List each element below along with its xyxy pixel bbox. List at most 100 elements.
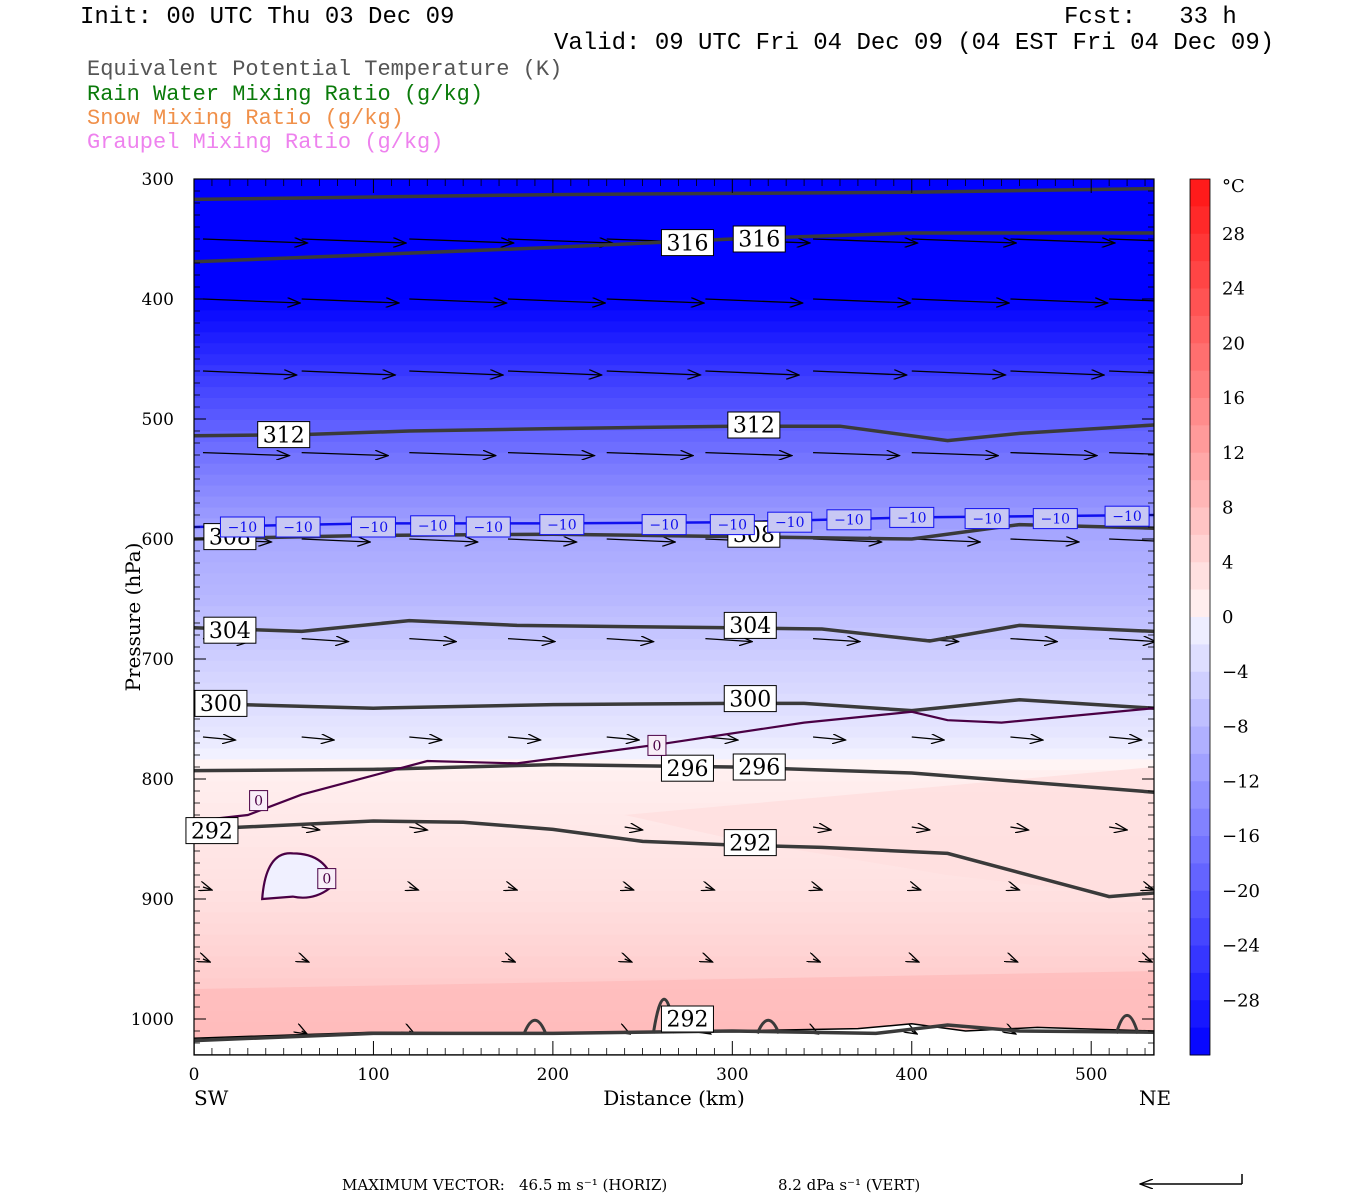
temperature-band xyxy=(194,704,1154,717)
temperature-band xyxy=(194,846,1154,859)
temperature-band xyxy=(194,890,1154,903)
temperature-band xyxy=(194,595,1154,607)
temperature-band xyxy=(194,868,1154,881)
theta-e-label-box xyxy=(723,829,777,857)
wind-vector xyxy=(606,539,675,542)
wind-vector xyxy=(301,371,396,375)
colorbar-segment xyxy=(1190,507,1210,536)
theta-e-label: 312 xyxy=(263,423,305,448)
wind-vector xyxy=(301,639,349,642)
reference-vector xyxy=(1140,1174,1243,1184)
wind-vector xyxy=(705,371,799,375)
wind-vector xyxy=(507,239,612,243)
theta-e-label-box xyxy=(185,817,239,845)
wind-vector xyxy=(202,737,235,740)
colorbar-segment xyxy=(1190,343,1210,372)
colorbar-tick-label: −28 xyxy=(1222,990,1260,1011)
colorbar-segment xyxy=(1190,644,1210,673)
isotherm-label-box xyxy=(465,516,511,538)
wind-vector xyxy=(912,959,919,962)
theta-e-label: 304 xyxy=(209,619,251,644)
colorbar-segment xyxy=(1190,808,1210,837)
wind-vector xyxy=(203,887,212,890)
wind-vector xyxy=(624,827,643,830)
x-tick-label: 300 xyxy=(716,1065,748,1085)
wind-vector xyxy=(301,239,406,243)
temperature-band xyxy=(194,803,1154,815)
temperature-band xyxy=(194,376,1154,388)
colorbar-segment xyxy=(1190,726,1210,755)
y-tick-label: 700 xyxy=(142,650,174,670)
legend-snow: Snow Mixing Ratio (g/kg) xyxy=(87,106,404,131)
isotherm-label: −10 xyxy=(649,518,679,534)
colorbar-segment xyxy=(1190,206,1210,235)
wind-vector xyxy=(203,959,210,962)
wind-vector xyxy=(202,453,289,456)
temperature-band xyxy=(194,211,1154,224)
y-tick-label: 900 xyxy=(142,890,174,910)
temperature-band xyxy=(194,277,1154,290)
colorbar-segment xyxy=(1190,534,1210,563)
temperature-band xyxy=(194,452,1154,465)
colorbar-tick-label: 4 xyxy=(1222,552,1233,573)
wind-vector xyxy=(1109,639,1154,642)
wind-vector xyxy=(409,827,427,830)
wind-vector xyxy=(302,959,309,962)
max-vector-label: MAXIMUM VECTOR: xyxy=(342,1176,505,1194)
colorbar-tick-label: 0 xyxy=(1222,607,1233,628)
temperature-band xyxy=(194,901,1154,914)
theta-e-label: 296 xyxy=(666,757,708,782)
theta-e-label: 292 xyxy=(191,819,233,844)
colorbar-segment xyxy=(1190,261,1210,289)
wind-vector xyxy=(507,453,594,456)
theta-e-label-box xyxy=(723,685,777,713)
colorbar-tick-label: −4 xyxy=(1222,662,1249,683)
temperature-band xyxy=(194,967,1154,979)
wind-vector xyxy=(202,239,307,243)
colorbar-tick-label: −16 xyxy=(1222,826,1260,847)
wind-vector xyxy=(1010,371,1104,375)
wind-vector xyxy=(606,453,693,456)
theta-e-label-box xyxy=(660,1005,714,1033)
y-tick-label: 800 xyxy=(142,770,174,790)
wind-vector xyxy=(409,299,506,303)
colorbar-tick-label: 20 xyxy=(1222,333,1245,354)
isotherm-label-box xyxy=(964,508,1010,530)
temperature-band xyxy=(194,726,1154,739)
isotherm-label: −10 xyxy=(718,518,748,534)
temperature-band xyxy=(194,299,1154,311)
isotherm-label-box xyxy=(889,506,935,528)
colorbar-segment xyxy=(1190,1027,1210,1056)
isotherm-zero-label: 0 xyxy=(652,738,661,754)
colorbar-segment xyxy=(1190,863,1210,892)
x-tick-label: 400 xyxy=(896,1065,928,1085)
x-tick-label: 200 xyxy=(537,1065,569,1085)
colorbar-segment xyxy=(1190,972,1210,1001)
temperature-band xyxy=(194,715,1154,728)
y-tick-label: 500 xyxy=(142,410,174,430)
temperature-band xyxy=(194,617,1154,629)
colorbar-segment xyxy=(1190,781,1210,810)
isotherm-label-box xyxy=(350,516,396,538)
isotherm-label-box xyxy=(219,516,265,538)
theta-e-label-box xyxy=(723,611,777,639)
wind-vector xyxy=(625,887,634,890)
theta-e-label: 300 xyxy=(200,692,242,717)
temperature-band xyxy=(194,343,1154,355)
colorbar-tick-label: 16 xyxy=(1222,388,1245,409)
theta-e-label-box xyxy=(194,689,248,717)
colorbar-segment xyxy=(1190,699,1210,727)
y-tick-label: 600 xyxy=(142,530,174,550)
isotherm-label: −10 xyxy=(1041,512,1071,528)
max-vector-vert: 8.2 dPa s⁻¹ (VERT) xyxy=(778,1176,921,1194)
wind-vector xyxy=(1109,451,1154,455)
wind-vector xyxy=(1010,827,1028,830)
y-tick-label: 300 xyxy=(142,170,174,190)
colorbar-segment xyxy=(1190,836,1210,864)
temperature-band xyxy=(194,671,1154,684)
wind-vector xyxy=(912,1031,917,1034)
wind-vector xyxy=(813,371,907,375)
wind-vector xyxy=(1010,539,1078,542)
theta-e-label: 296 xyxy=(738,756,780,781)
wind-vector xyxy=(1109,238,1154,242)
